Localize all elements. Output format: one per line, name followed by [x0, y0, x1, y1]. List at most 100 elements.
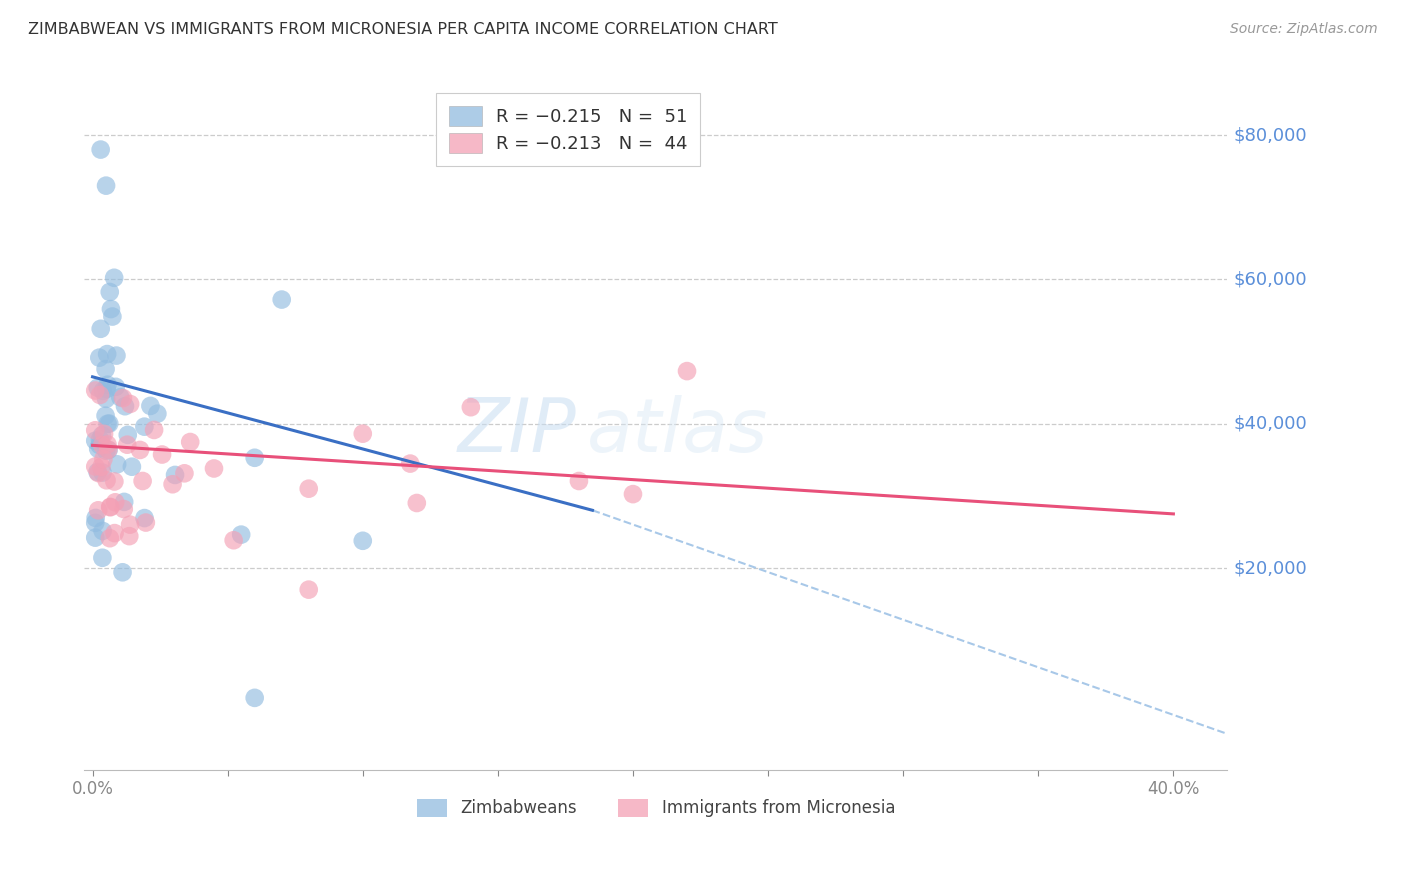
Point: [98, 417, 121, 431]
Point: [98, 531, 121, 545]
Point: [165, 467, 187, 482]
Point: [352, 426, 374, 441]
Point: [179, 435, 201, 450]
Point: [94, 409, 117, 423]
Point: [97, 442, 120, 457]
Point: [120, 397, 142, 411]
Point: [105, 458, 128, 472]
Point: [98, 500, 121, 514]
Point: [120, 517, 142, 532]
Point: [121, 459, 143, 474]
Point: [231, 527, 253, 541]
Point: [105, 349, 128, 363]
Point: [112, 495, 135, 509]
Point: [96, 347, 118, 361]
Point: [117, 428, 139, 442]
Text: atlas: atlas: [588, 394, 769, 467]
Point: [93, 426, 115, 441]
Point: [146, 407, 169, 421]
Point: [114, 399, 136, 413]
Point: [98, 285, 121, 299]
Point: [90, 322, 112, 336]
Point: [111, 391, 134, 405]
Point: [87, 381, 110, 395]
Text: $80,000: $80,000: [1233, 126, 1306, 145]
Point: [94, 392, 117, 406]
Point: [91, 428, 114, 442]
Text: Source: ZipAtlas.com: Source: ZipAtlas.com: [1230, 22, 1378, 37]
Point: [93, 452, 115, 467]
Point: [91, 550, 114, 565]
Point: [173, 467, 195, 481]
Point: [90, 459, 112, 474]
Point: [84, 423, 107, 437]
Point: [460, 400, 482, 414]
Point: [399, 457, 422, 471]
Point: [94, 178, 117, 193]
Point: [97, 443, 120, 458]
Point: [104, 526, 127, 541]
Legend: Zimbabweans, Immigrants from Micronesia: Zimbabweans, Immigrants from Micronesia: [411, 792, 901, 824]
Point: [676, 364, 699, 378]
Text: $60,000: $60,000: [1233, 270, 1306, 288]
Point: [118, 529, 141, 543]
Point: [91, 384, 114, 398]
Point: [134, 511, 156, 525]
Point: [87, 442, 110, 456]
Point: [243, 450, 266, 465]
Point: [96, 443, 118, 458]
Point: [298, 482, 321, 496]
Point: [89, 438, 111, 452]
Point: [100, 301, 122, 316]
Point: [89, 388, 111, 402]
Point: [568, 474, 591, 488]
Point: [87, 503, 110, 517]
Point: [104, 380, 127, 394]
Point: [143, 423, 166, 437]
Point: [104, 495, 127, 509]
Text: ZIP: ZIP: [457, 394, 576, 467]
Point: [90, 143, 112, 157]
Point: [96, 377, 118, 392]
Point: [84, 531, 107, 545]
Point: [112, 502, 135, 516]
Point: [115, 438, 138, 452]
Point: [405, 496, 427, 510]
Point: [86, 465, 108, 479]
Point: [97, 417, 120, 431]
Point: [162, 477, 184, 491]
Point: [621, 487, 644, 501]
Point: [270, 293, 292, 307]
Point: [103, 270, 125, 285]
Point: [96, 473, 118, 487]
Point: [84, 459, 107, 474]
Text: $20,000: $20,000: [1233, 559, 1308, 577]
Point: [243, 690, 266, 705]
Point: [131, 474, 153, 488]
Point: [298, 582, 321, 597]
Point: [139, 399, 162, 413]
Point: [89, 433, 111, 447]
Point: [84, 516, 107, 530]
Point: [98, 500, 121, 515]
Point: [89, 351, 111, 365]
Point: [101, 310, 124, 324]
Point: [91, 524, 114, 538]
Point: [352, 533, 374, 548]
Point: [84, 434, 107, 448]
Point: [202, 461, 225, 475]
Point: [129, 442, 152, 457]
Point: [111, 566, 134, 580]
Point: [222, 533, 245, 548]
Point: [96, 437, 118, 451]
Point: [96, 382, 118, 396]
Point: [134, 419, 156, 434]
Point: [84, 384, 107, 398]
Text: ZIMBABWEAN VS IMMIGRANTS FROM MICRONESIA PER CAPITA INCOME CORRELATION CHART: ZIMBABWEAN VS IMMIGRANTS FROM MICRONESIA…: [28, 22, 778, 37]
Point: [94, 362, 117, 376]
Point: [91, 438, 114, 452]
Point: [135, 516, 157, 530]
Point: [150, 448, 173, 462]
Point: [84, 511, 107, 525]
Text: $40,000: $40,000: [1233, 415, 1308, 433]
